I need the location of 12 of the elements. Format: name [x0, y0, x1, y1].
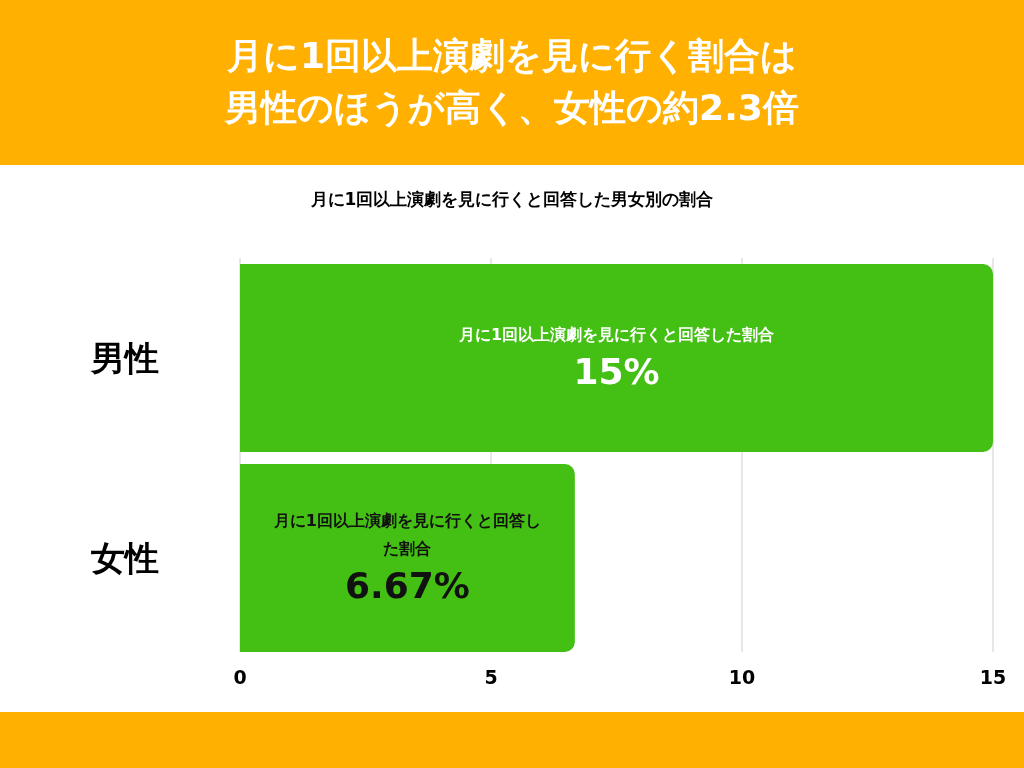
- x-tick-label: 5: [483, 666, 499, 688]
- chart-subtitle: 月に1回以上演劇を見に行くと回答した男女別の割合: [309, 188, 715, 211]
- y-tick-label: 男性: [89, 337, 160, 380]
- x-tick-label: 15: [978, 666, 1008, 688]
- x-tick-label: 0: [232, 666, 248, 688]
- data-label: 15%: [572, 350, 661, 394]
- x-tick-label: 10: [727, 666, 757, 688]
- annotation: 月に1回以上演劇を見に行くと回答した割合: [272, 510, 542, 560]
- y-tick-label: 女性: [90, 537, 160, 580]
- chart-title: 月に1回以上演劇を見に行く割合は男性のほうが高く、女性の約2.3倍: [223, 34, 800, 130]
- data-label: 6.67%: [343, 564, 471, 608]
- annotation: 月に1回以上演劇を見に行くと回答した割合: [457, 324, 776, 346]
